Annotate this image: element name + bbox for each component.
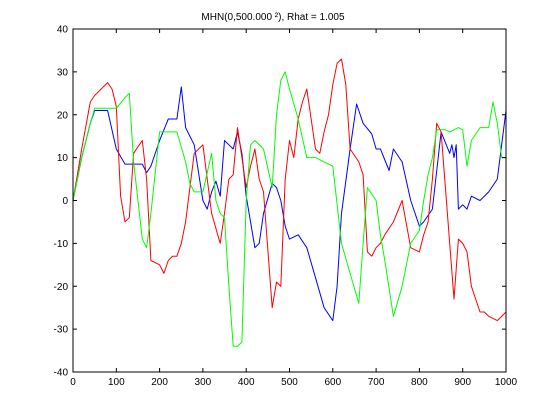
y-tick-label-2: -20 (54, 282, 69, 293)
series-line-2 (72, 71, 506, 347)
chart-title: MHN(0,500.000 ²), Rhat = 1.005 (201, 12, 345, 23)
y-tick-label-7: 30 (57, 67, 69, 78)
y-tick-label-1: -30 (54, 325, 69, 336)
x-tick-label-1: 100 (108, 377, 125, 388)
y-tick-label-5: 10 (57, 153, 69, 164)
y-tick-label-8: 40 (57, 25, 69, 36)
series-line-0 (72, 86, 507, 322)
x-tick-label-5: 500 (281, 377, 298, 388)
y-tick-label-0: -40 (54, 368, 69, 379)
x-tick-label-3: 300 (195, 377, 212, 388)
x-tick-label-9: 900 (454, 377, 471, 388)
series-layer (72, 58, 507, 347)
x-tick-label-2: 200 (151, 377, 168, 388)
axes-layer: 0 100 200 300 400 500 600 700 800 900 1000-40-30-2… (54, 25, 518, 389)
x-tick-label-7: 700 (368, 377, 385, 388)
x-tick-label-10: 1000 (495, 377, 518, 388)
series-line-1 (72, 58, 507, 322)
x-tick-label-6: 600 (324, 377, 341, 388)
y-tick-label-6: 20 (57, 110, 69, 121)
x-tick-label-4: 400 (238, 377, 255, 388)
x-tick-label-0: 0 (70, 377, 76, 388)
y-tick-label-3: -10 (54, 239, 69, 250)
y-tick-label-4: 0 (62, 196, 68, 207)
x-tick-label-8: 800 (411, 377, 428, 388)
